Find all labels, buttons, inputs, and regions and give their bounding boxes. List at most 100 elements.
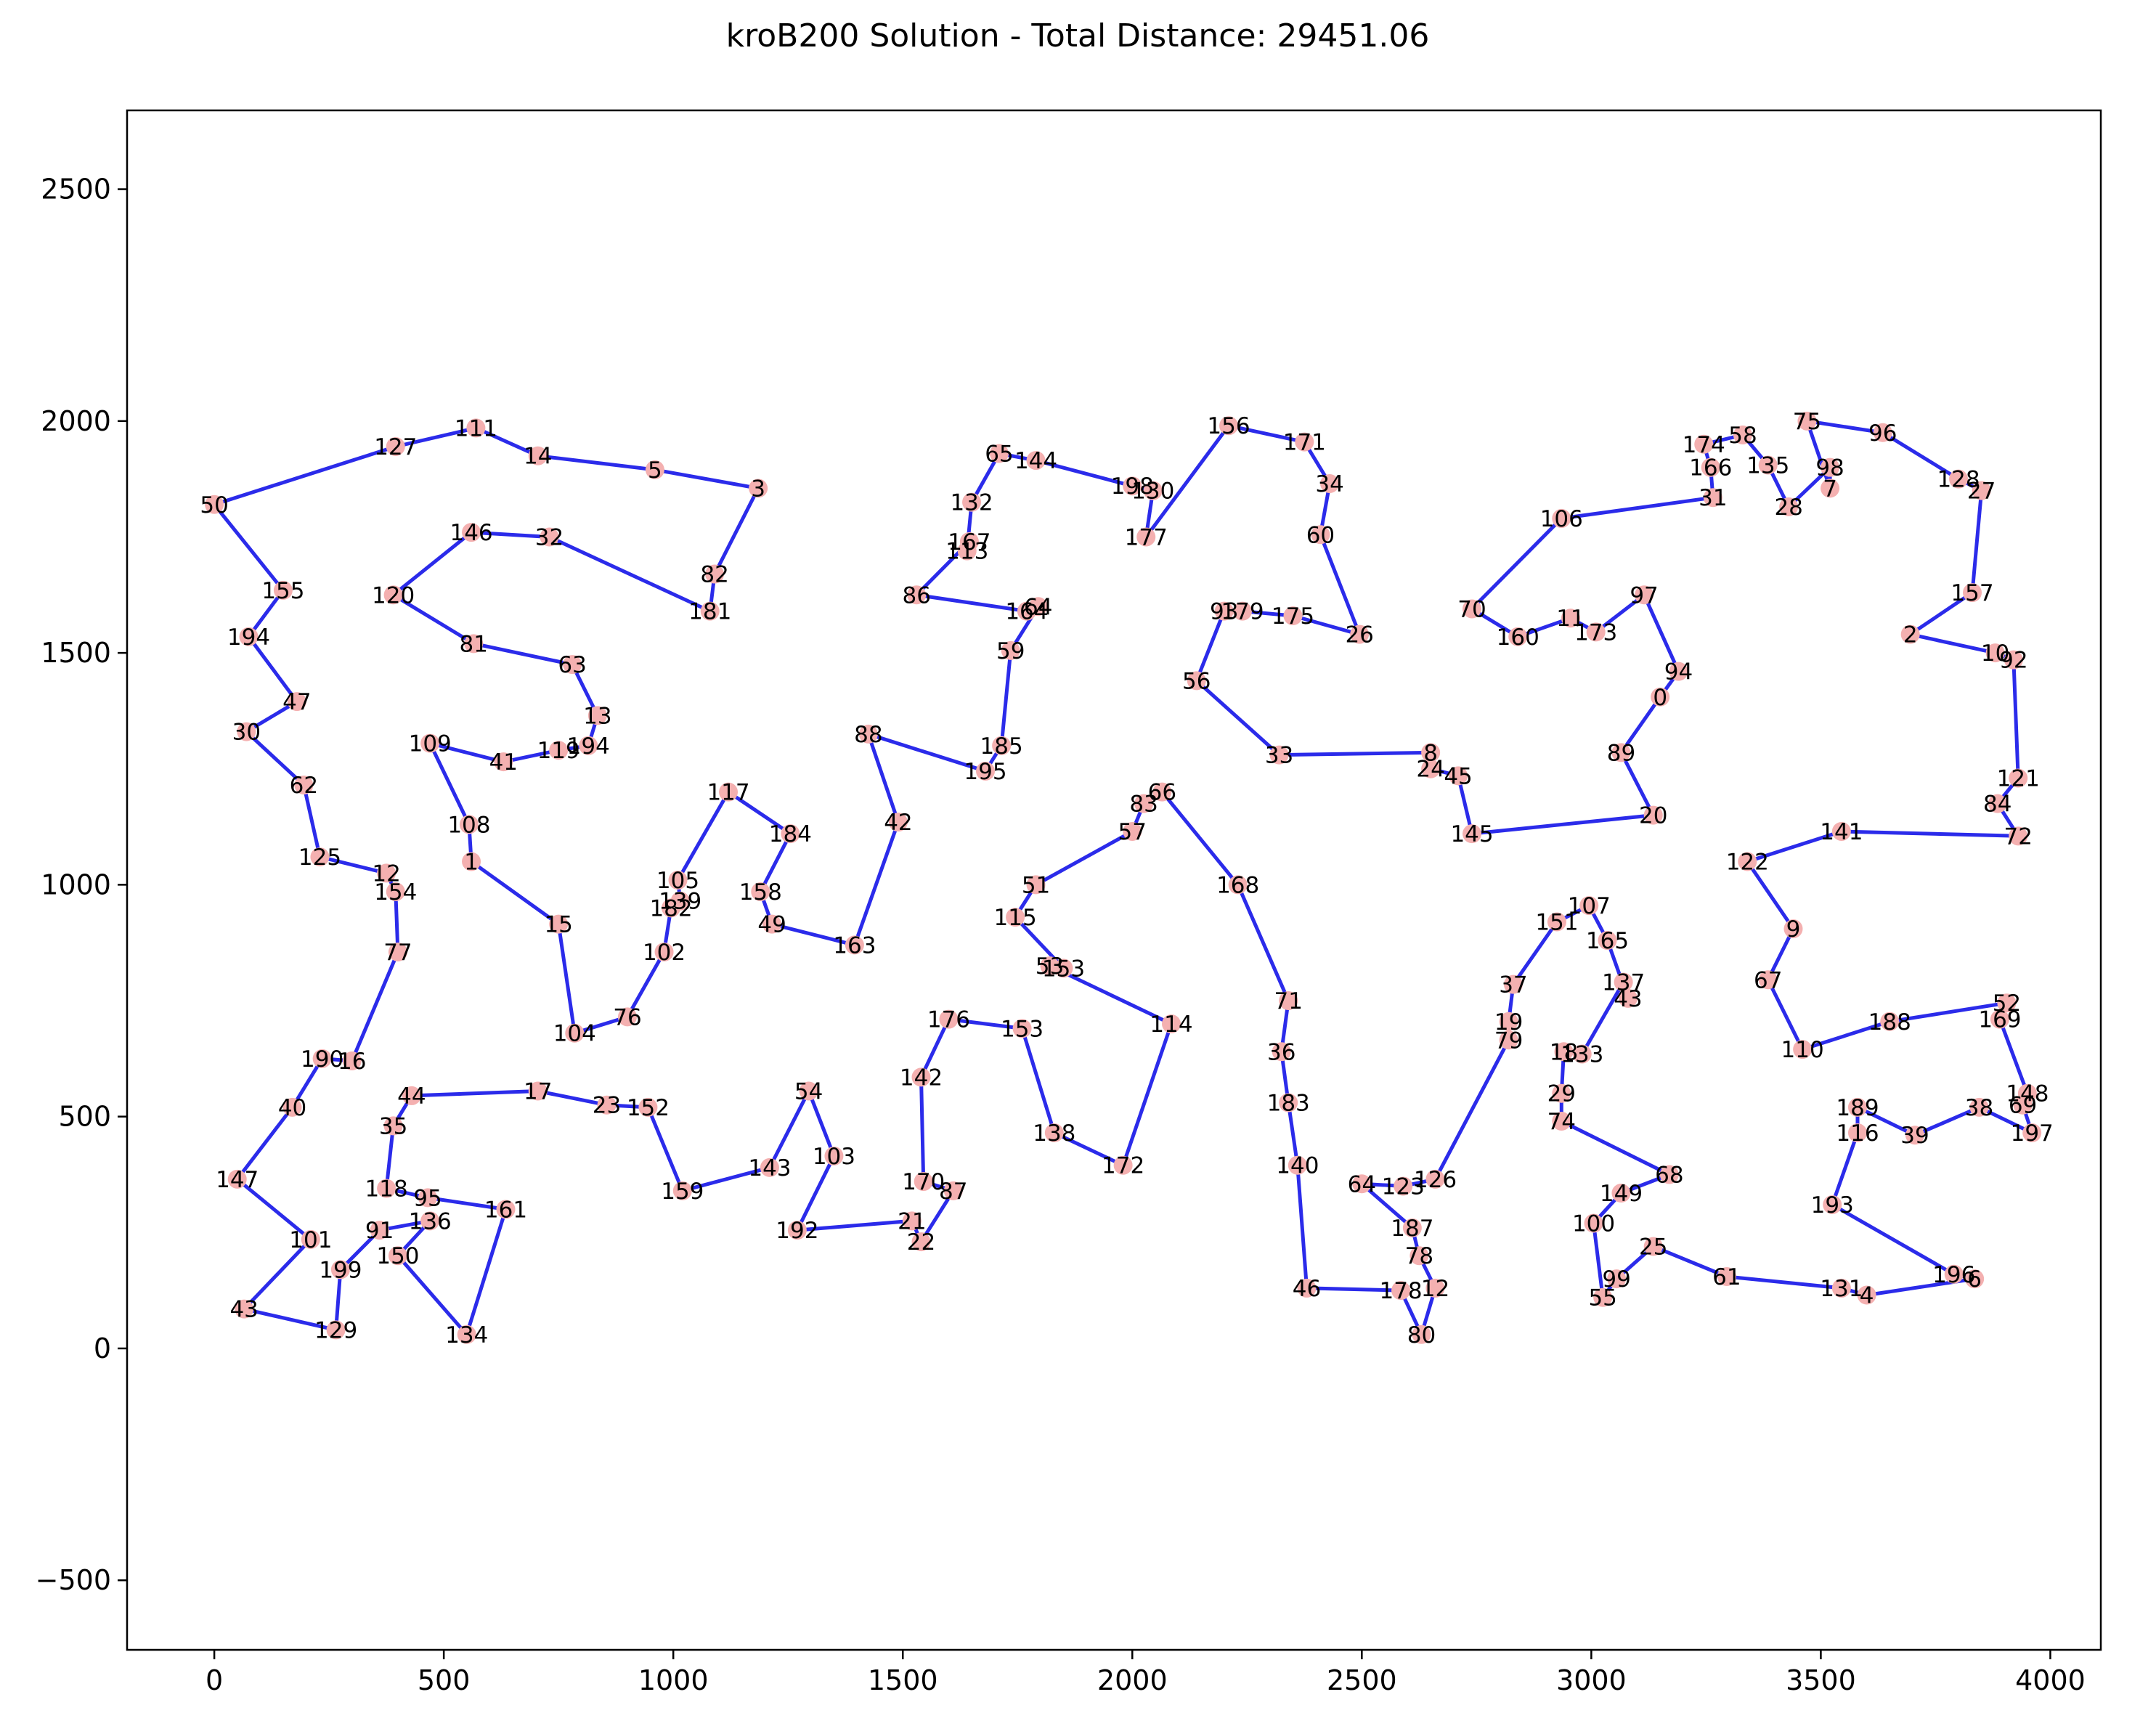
city-label: 127 xyxy=(374,434,417,460)
city-point xyxy=(1593,1287,1613,1307)
city-point xyxy=(1547,912,1566,932)
city-point xyxy=(457,1325,476,1344)
city-point xyxy=(700,601,720,621)
city-point xyxy=(1738,852,1757,871)
city-point xyxy=(1905,1126,1925,1145)
city-point xyxy=(1614,972,1633,992)
city-label: 138 xyxy=(1033,1120,1075,1147)
city-label: 195 xyxy=(964,759,1006,785)
city-label: 2 xyxy=(1903,622,1918,648)
city-label: 65 xyxy=(985,442,1013,468)
city-point xyxy=(312,1049,332,1068)
city-label: 197 xyxy=(2011,1120,2054,1147)
plot-frame xyxy=(126,109,2102,1651)
city-point xyxy=(1831,1278,1851,1298)
city-point xyxy=(989,444,1009,463)
city-point xyxy=(943,1181,963,1200)
city-point xyxy=(1425,1169,1445,1189)
city-point xyxy=(888,813,908,832)
city-point xyxy=(237,722,256,741)
city-point xyxy=(420,1211,440,1231)
city-point xyxy=(1701,457,1720,477)
city-point xyxy=(1044,1123,1064,1143)
city-point xyxy=(1572,1044,1592,1064)
city-point xyxy=(1394,1176,1413,1196)
city-label: 69 xyxy=(2009,1093,2037,1119)
city-label: 110 xyxy=(1781,1037,1824,1063)
city-label: 38 xyxy=(1965,1095,1993,1121)
city-point xyxy=(597,1095,617,1115)
y-tick-label: 2500 xyxy=(41,174,111,206)
city-point xyxy=(1143,481,1163,500)
city-point xyxy=(1352,1174,1372,1194)
x-tick-label: 1000 xyxy=(638,1664,709,1696)
city-point xyxy=(1552,508,1571,528)
city-label: 149 xyxy=(1600,1181,1643,1207)
city-label: 147 xyxy=(216,1167,259,1193)
city-point xyxy=(1949,469,1969,489)
city-label: 23 xyxy=(593,1093,621,1119)
city-point xyxy=(1988,794,2007,813)
city-label: 108 xyxy=(447,812,490,838)
city-label: 16 xyxy=(338,1049,366,1075)
city-label: 185 xyxy=(980,733,1023,760)
city-point xyxy=(907,585,927,605)
city-label: 0 xyxy=(1653,685,1667,711)
city-label: 60 xyxy=(1306,522,1335,548)
city-label: 70 xyxy=(1457,596,1486,622)
city-label: 103 xyxy=(813,1144,855,1170)
city-point xyxy=(1463,824,1482,844)
city-point xyxy=(1733,425,1752,444)
city-point xyxy=(1847,1123,1867,1143)
city-point xyxy=(1969,1097,1989,1117)
city-label: 6 xyxy=(1967,1266,1982,1293)
city-label: 95 xyxy=(413,1185,442,1211)
city-point xyxy=(1279,1093,1298,1112)
city-point xyxy=(1232,601,1252,621)
city-label: 54 xyxy=(794,1079,823,1105)
y-tick-label: 0 xyxy=(94,1333,111,1364)
city-point xyxy=(962,492,982,512)
city-label: 165 xyxy=(1586,928,1629,954)
city-label: 131 xyxy=(1820,1276,1863,1302)
city-label: 41 xyxy=(489,749,518,776)
x-tick-label: 500 xyxy=(418,1664,471,1696)
city-label: 20 xyxy=(1639,803,1667,829)
city-label: 97 xyxy=(1630,582,1658,609)
city-label: 135 xyxy=(1746,452,1789,479)
city-point xyxy=(1579,896,1599,916)
city-label: 145 xyxy=(1450,821,1493,847)
city-point xyxy=(1669,662,1688,681)
city-label: 12 xyxy=(1421,1276,1449,1302)
x-tick-label: 0 xyxy=(206,1664,223,1696)
city-point xyxy=(1963,583,1982,603)
city-point xyxy=(911,1232,931,1252)
city-label: 42 xyxy=(884,810,912,836)
city-point xyxy=(1783,919,1803,939)
city-label: 153 xyxy=(1042,956,1085,982)
city-point xyxy=(528,446,548,465)
city-label: 28 xyxy=(1774,495,1802,521)
city-point xyxy=(1618,988,1638,1008)
city-label: 194 xyxy=(227,624,270,651)
city-label: 30 xyxy=(232,720,261,746)
city-point xyxy=(1295,432,1314,452)
city-label: 5 xyxy=(648,457,662,484)
city-point xyxy=(1449,766,1468,786)
city-label: 1 xyxy=(464,849,479,875)
city-label: 98 xyxy=(1815,455,1844,481)
city-point xyxy=(459,815,479,834)
city-point xyxy=(1228,875,1248,895)
city-point xyxy=(1561,609,1580,628)
city-label: 63 xyxy=(558,652,586,678)
city-point xyxy=(1659,1165,1679,1184)
city-label: 88 xyxy=(854,722,882,748)
city-label: 123 xyxy=(1382,1173,1425,1200)
city-label: 118 xyxy=(365,1176,408,1203)
city-point xyxy=(1611,1184,1631,1203)
city-label: 139 xyxy=(659,889,701,915)
city-label: 81 xyxy=(460,631,488,657)
city-label: 153 xyxy=(1001,1016,1044,1042)
city-label: 14 xyxy=(524,444,552,470)
city-point xyxy=(2009,768,2028,788)
